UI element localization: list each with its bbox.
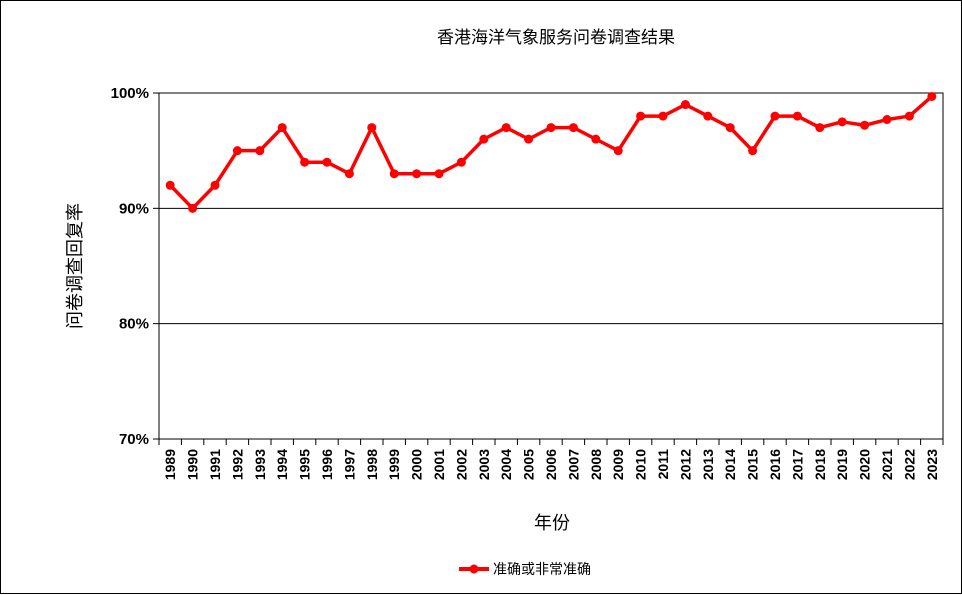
x-tick-label: 2013 (700, 449, 716, 480)
x-tick-label: 2002 (453, 449, 469, 480)
x-tick-label: 2012 (677, 449, 693, 480)
x-tick-label: 2016 (767, 449, 783, 480)
data-point (277, 123, 287, 133)
x-tick-label: 2006 (543, 449, 559, 480)
data-point (837, 117, 847, 127)
x-tick-label: 2004 (498, 449, 514, 480)
x-tick-label: 2000 (409, 449, 425, 480)
data-point (524, 134, 534, 144)
x-tick-label: 2018 (812, 449, 828, 480)
x-tick-label: 2015 (745, 449, 761, 480)
x-axis-label: 年份 (534, 513, 570, 534)
y-tick-label: 80% (119, 316, 149, 333)
x-tick-label: 2008 (588, 449, 604, 480)
x-tick-label: 2023 (924, 449, 940, 480)
x-tick-label: 2003 (476, 449, 492, 480)
data-point (658, 111, 668, 121)
x-tick-label: 1997 (341, 449, 357, 480)
data-point (188, 203, 198, 213)
x-tick-label: 1998 (364, 449, 380, 480)
data-point (748, 146, 758, 156)
data-point (725, 123, 735, 133)
data-point (792, 111, 802, 121)
x-tick-label: 2011 (655, 449, 671, 480)
y-tick-label: 100% (111, 85, 149, 102)
data-point (815, 123, 825, 133)
x-tick-label: 1989 (162, 449, 178, 480)
x-tick-label: 1993 (252, 449, 268, 480)
x-tick-label: 2020 (857, 449, 873, 480)
legend: 准确或非常准确 (459, 562, 591, 578)
legend-marker-swatch (469, 564, 479, 574)
gridlines (159, 207, 943, 325)
data-point (255, 146, 265, 156)
y-tick-label: 70% (119, 431, 149, 448)
data-point (210, 180, 220, 190)
y-tick-label: 90% (119, 200, 149, 217)
x-tick-label: 1992 (229, 449, 245, 480)
data-point (591, 134, 601, 144)
y-axis-ticks: 70% 80% 90% 100% (111, 85, 159, 448)
x-tick-label: 2017 (789, 449, 805, 480)
data-point (636, 111, 646, 121)
data-point (300, 157, 310, 167)
series-line (168, 95, 933, 211)
plot-area (158, 92, 944, 440)
x-axis-ticks: 1989 1990 1991 1992 1993 1994 1995 1996 1997 1998… (158, 439, 944, 480)
x-tick-label: 2021 (879, 449, 895, 480)
data-point (389, 169, 399, 179)
data-point (613, 146, 623, 156)
data-point (860, 120, 870, 130)
chart-title: 香港海洋气象服务问卷调查结果 (437, 28, 675, 48)
data-point (165, 180, 175, 190)
x-tick-label: 2010 (633, 449, 649, 480)
data-point (546, 123, 556, 133)
data-point (927, 91, 937, 101)
x-tick-label: 2005 (521, 449, 537, 480)
data-point (322, 157, 332, 167)
series-layer (165, 91, 937, 213)
x-tick-label: 1990 (185, 449, 201, 480)
data-point (568, 123, 578, 133)
x-tick-label: 2014 (722, 449, 738, 480)
x-tick-label: 2001 (431, 449, 447, 480)
y-axis-label: 问卷调查回复率 (65, 203, 86, 329)
data-point (882, 115, 892, 125)
data-point (904, 111, 914, 121)
x-tick-label: 1999 (386, 449, 402, 480)
x-tick-label: 1994 (274, 449, 290, 480)
x-tick-label: 2022 (901, 449, 917, 480)
data-point (412, 169, 422, 179)
x-tick-label: 1996 (319, 449, 335, 480)
data-point (479, 134, 489, 144)
data-point (232, 146, 242, 156)
data-point (501, 123, 511, 133)
data-point (770, 111, 780, 121)
data-point (367, 123, 377, 133)
data-point (434, 169, 444, 179)
data-point (703, 111, 713, 121)
data-point (344, 169, 354, 179)
x-tick-label: 2019 (834, 449, 850, 480)
data-point (680, 100, 690, 110)
data-point (456, 157, 466, 167)
x-tick-label: 1995 (297, 449, 313, 480)
x-tick-label: 2009 (610, 449, 626, 480)
x-tick-label: 2007 (565, 449, 581, 480)
legend-label: 准确或非常准确 (493, 562, 591, 578)
x-tick-label: 1991 (207, 449, 223, 480)
